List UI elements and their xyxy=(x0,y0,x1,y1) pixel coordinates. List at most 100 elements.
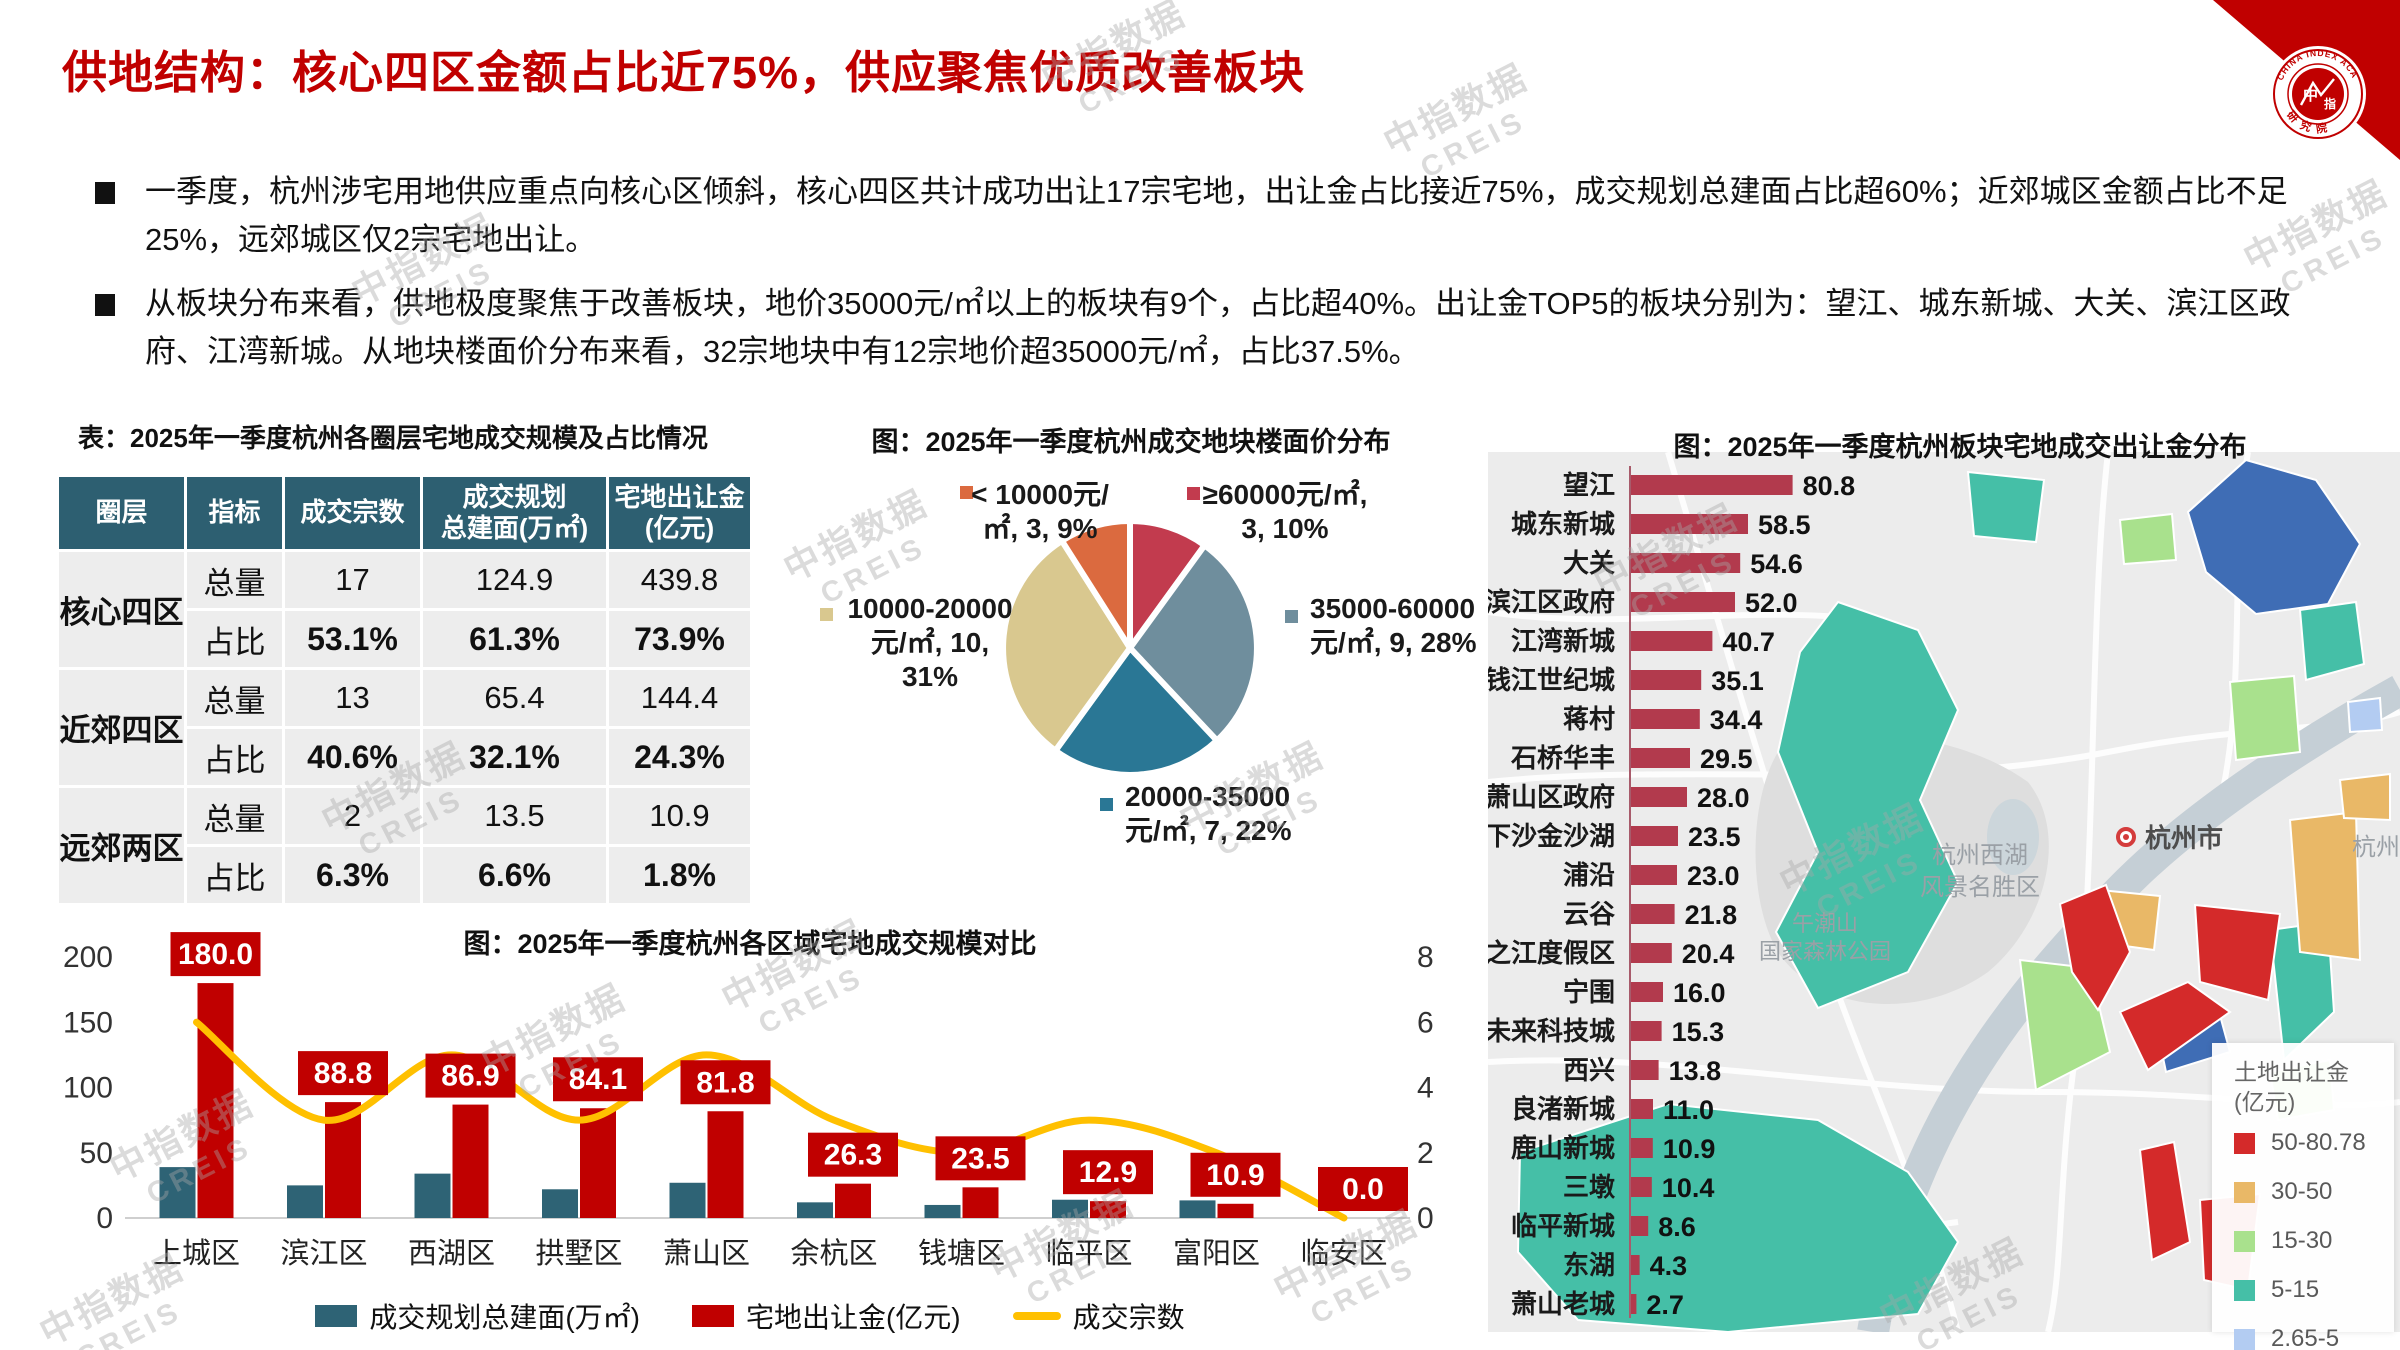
hbar-bar xyxy=(1631,787,1687,807)
right-axis-tick: 6 xyxy=(1417,1006,1434,1039)
hbar-value-label: 4.3 xyxy=(1650,1251,1688,1281)
table-value-cell: 53.1% xyxy=(282,608,423,670)
hbar-value-label: 58.5 xyxy=(1758,510,1811,540)
hbar-category-label: 蒋村 xyxy=(1563,704,1615,734)
hbar-category-label: 之江度假区 xyxy=(1488,938,1615,968)
pie-slice-4 xyxy=(1058,518,1133,651)
x-axis-category-label: 拱墅区 xyxy=(535,1237,622,1270)
bar-value-box xyxy=(298,1051,388,1096)
hbar-bar xyxy=(1631,1255,1640,1275)
table-value-cell: 6.3% xyxy=(282,844,423,906)
hbar-value-label: 16.0 xyxy=(1673,978,1726,1008)
x-axis-category-label: 临安区 xyxy=(1300,1237,1387,1270)
right-axis-tick: 4 xyxy=(1417,1072,1434,1105)
map-legend-label: 30-50 xyxy=(2271,1178,2333,1205)
map-legend-swatch-icon xyxy=(2234,1230,2255,1252)
hbar-bar xyxy=(1631,475,1793,495)
map-legend-label: 15-30 xyxy=(2271,1227,2333,1254)
hbar-value-label: 2.7 xyxy=(1646,1290,1684,1320)
hbar-bar xyxy=(1631,709,1700,729)
table-header-cell: 圈层 xyxy=(56,474,187,552)
bullet-square-icon xyxy=(95,294,115,316)
hbar-bar xyxy=(1631,514,1748,534)
block-chart-title: 图：2025年一季度杭州板块宅地成交出让金分布 xyxy=(1673,432,2247,462)
hbar-category-label: 鹿山新城 xyxy=(1511,1133,1615,1163)
hbar-value-label: 20.4 xyxy=(1682,939,1735,969)
left-axis-tick: 50 xyxy=(80,1137,113,1170)
right-axis-tick: 0 xyxy=(1417,1202,1434,1235)
legend-swatch-icon xyxy=(315,1305,358,1327)
table-header-cell: 成交规划 总建面(万㎡) xyxy=(420,474,609,552)
pie-slice-label: 10000-20000 xyxy=(847,593,1012,624)
map-legend-label: 2.65-5 xyxy=(2271,1325,2340,1350)
hbar-bar xyxy=(1631,748,1690,768)
hbar-value-label: 40.7 xyxy=(1722,627,1775,657)
gfa-bar xyxy=(542,1189,578,1218)
table-value-cell: 2 xyxy=(282,785,423,847)
left-axis-tick: 200 xyxy=(63,941,113,974)
map-legend-item: 50-80.78 xyxy=(2234,1129,2394,1157)
x-axis-category-label: 滨江区 xyxy=(280,1237,367,1270)
map-legend-item: 2.65-5 xyxy=(2234,1325,2394,1350)
table-value-cell: 24.3% xyxy=(606,726,753,788)
pie-legend-marker-icon xyxy=(1187,487,1200,500)
bar-value-box xyxy=(170,932,261,977)
hbar-bar xyxy=(1631,1294,1637,1314)
x-axis-category-label: 萧山区 xyxy=(663,1237,750,1270)
block-bar-chart: 望江 80.8 城东新城 58.5 大关 54.6 滨江区政府 52.0 江湾新城 40.7 钱江世… xyxy=(1488,466,1855,1320)
bar-value-label: 23.5 xyxy=(951,1142,1009,1175)
pie-slice-label: 35000-60000 xyxy=(1310,593,1475,624)
legend-swatch-icon xyxy=(691,1305,734,1327)
pie-slice-label: 31% xyxy=(902,661,958,692)
legend-item: 成交规划总建面(万㎡) xyxy=(315,1296,640,1336)
premium-bar xyxy=(1090,1201,1126,1218)
legend-item: 成交宗数 xyxy=(1012,1296,1185,1336)
legend-label: 成交宗数 xyxy=(1072,1302,1185,1333)
hbar-value-label: 15.3 xyxy=(1672,1017,1725,1047)
table-title: 表：2025年一季度杭州各圈层宅地成交规模及占比情况 xyxy=(78,423,708,453)
bar-value-label: 0.0 xyxy=(1342,1173,1384,1206)
table-row: 近郊四区 总量 13 65.4 144.4 xyxy=(56,667,753,788)
hbar-category-label: 临平新城 xyxy=(1511,1211,1615,1241)
bullet-text: 从板块分布来看，供地极度聚焦于改善板块，地价35000元/㎡以上的板块有9个，占… xyxy=(145,286,2291,369)
hbar-bar xyxy=(1631,1060,1659,1080)
bar-value-label: 12.9 xyxy=(1079,1156,1137,1189)
premium-bar xyxy=(1217,1203,1254,1218)
left-axis-tick: 100 xyxy=(63,1072,113,1105)
hbar-value-label: 35.1 xyxy=(1711,666,1764,696)
bar-value-box xyxy=(680,1060,771,1105)
pie-slice-3 xyxy=(1000,537,1133,754)
table-metric-cell: 总量 xyxy=(184,667,285,729)
pie-slice-label: 元/㎡, 9, 28% xyxy=(1310,626,1477,658)
hbar-category-label: 东湖 xyxy=(1563,1250,1615,1280)
hbar-bar xyxy=(1631,1021,1662,1041)
hbar-category-label: 西兴 xyxy=(1563,1055,1615,1085)
x-axis-category-label: 西湖区 xyxy=(408,1238,495,1270)
gfa-bar xyxy=(287,1185,323,1218)
table-metric-cell: 总量 xyxy=(184,785,285,847)
pie-legend-marker-icon xyxy=(1100,798,1113,811)
map-graphic xyxy=(1488,452,2400,1332)
bullet-list: 一季度，杭州涉宅用地供应重点向核心区倾斜，核心四区共计成功出让17宗宅地，出让金… xyxy=(95,168,2310,392)
table-metric-cell: 占比 xyxy=(184,844,285,906)
table-value-cell: 13 xyxy=(282,667,423,729)
legend-label: 宅地出让金(亿元) xyxy=(745,1302,961,1333)
hbar-value-label: 54.6 xyxy=(1750,549,1803,579)
hbar-category-label: 钱江世纪城 xyxy=(1488,665,1615,695)
bar-value-label: 180.0 xyxy=(178,938,253,971)
hbar-bar xyxy=(1631,1138,1653,1158)
hbar-category-label: 滨江区政府 xyxy=(1488,587,1615,617)
table-value-cell: 65.4 xyxy=(420,667,609,729)
table-header-cell: 宅地出让金 (亿元) xyxy=(606,474,753,552)
hbar-category-label: 良渚新城 xyxy=(1511,1094,1615,1124)
table-metric-cell: 占比 xyxy=(184,726,285,788)
hbar-category-label: 大关 xyxy=(1563,548,1615,578)
hbar-bar xyxy=(1631,1177,1652,1197)
hbar-value-label: 21.8 xyxy=(1685,900,1738,930)
bullet-text: 一季度，杭州涉宅用地供应重点向核心区倾斜，核心四区共计成功出让17宗宅地，出让金… xyxy=(145,174,2288,257)
map-legend-swatch-icon xyxy=(2234,1328,2255,1350)
hbar-category-label: 望江 xyxy=(1563,470,1615,500)
bullet-square-icon xyxy=(95,182,115,204)
hbar-value-label: 52.0 xyxy=(1745,588,1798,618)
bar-value-label: 86.9 xyxy=(441,1060,499,1093)
